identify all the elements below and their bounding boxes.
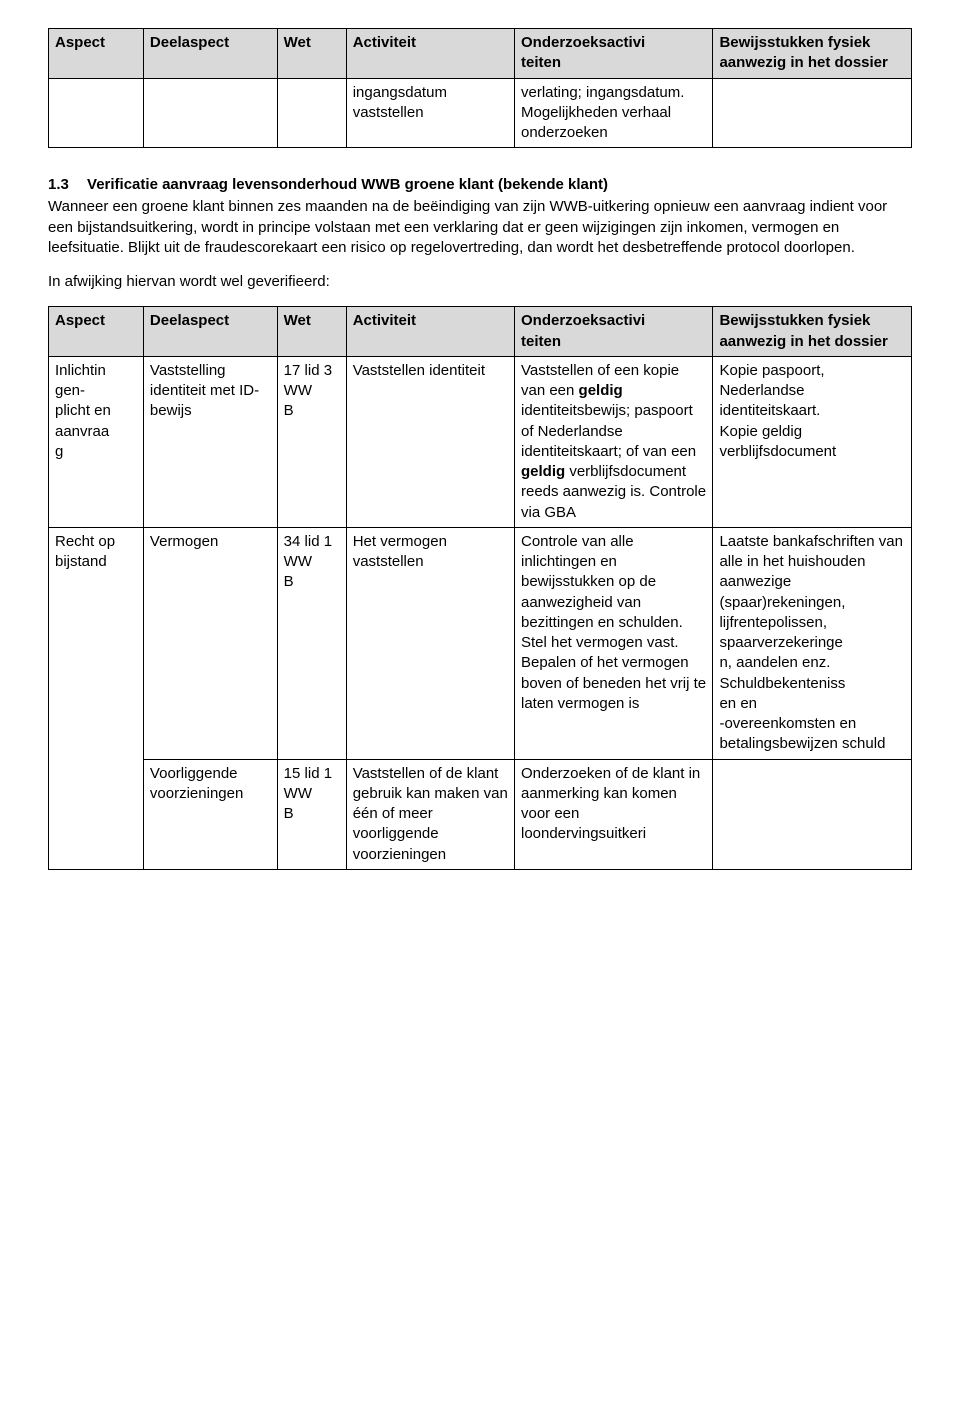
cell-act: Vaststellen identiteit (346, 356, 514, 527)
cell-wet (277, 78, 346, 148)
cell-bew: Laatste bankafschriften van alle in het … (713, 527, 912, 759)
col-bewijs: Bewijsstukken fysiek aanwezig in het dos… (713, 307, 912, 357)
table-header-row: Aspect Deelaspect Wet Activiteit Onderzo… (49, 29, 912, 79)
section-number: 1.3 (48, 176, 69, 193)
col-bewijs: Bewijsstukken fysiek aanwezig in het dos… (713, 29, 912, 79)
section-subtext: In afwijking hiervan wordt wel geverifie… (48, 272, 912, 292)
cell-bew: Kopie paspoort, Nederlandse identiteitsk… (713, 356, 912, 527)
col-deelaspect: Deelaspect (143, 307, 277, 357)
col-wet: Wet (277, 307, 346, 357)
table-continuation: Aspect Deelaspect Wet Activiteit Onderzo… (48, 28, 912, 148)
cell-ond: verlating; ingangsdatum. Mogelijkheden v… (514, 78, 712, 148)
cell-act: Vaststellen of de klant gebruik kan make… (346, 759, 514, 869)
cell-deel: Vermogen (143, 527, 277, 759)
cell-ond: Vaststellen of een kopie van een geldig … (514, 356, 712, 527)
cell-bew (713, 759, 912, 869)
cell-act: ingangsdatum vaststellen (346, 78, 514, 148)
cell-aspect: Inlichtin gen- plicht en aanvraa g (49, 356, 144, 527)
table-row: Inlichtin gen- plicht en aanvraa gVastst… (49, 356, 912, 527)
col-activiteit: Activiteit (346, 29, 514, 79)
cell-wet: 34 lid 1 WW B (277, 527, 346, 759)
cell-ond: Onderzoeken of de klant in aanmerking ka… (514, 759, 712, 869)
cell-aspect: Recht op bijstand (49, 527, 144, 869)
col-aspect: Aspect (49, 307, 144, 357)
cell-wet: 15 lid 1 WW B (277, 759, 346, 869)
col-wet: Wet (277, 29, 346, 79)
table-row: Voorliggende voorzieningen15 lid 1 WW BV… (49, 759, 912, 869)
table-verificatie: Aspect Deelaspect Wet Activiteit Onderzo… (48, 306, 912, 870)
cell-bew (713, 78, 912, 148)
cell-aspect (49, 78, 144, 148)
col-aspect: Aspect (49, 29, 144, 79)
cell-deel (143, 78, 277, 148)
section-heading: 1.3 Verificatie aanvraag levensonderhoud… (48, 176, 912, 193)
section-paragraph: Wanneer een groene klant binnen zes maan… (48, 197, 912, 258)
table-header-row: Aspect Deelaspect Wet Activiteit Onderzo… (49, 307, 912, 357)
section-title: Verificatie aanvraag levensonderhoud WWB… (87, 176, 608, 193)
cell-wet: 17 lid 3 WW B (277, 356, 346, 527)
cell-deel: Voorliggende voorzieningen (143, 759, 277, 869)
cell-act: Het vermogen vaststellen (346, 527, 514, 759)
table-row: Recht op bijstandVermogen34 lid 1 WW BHe… (49, 527, 912, 759)
cell-deel: Vaststelling identiteit met ID-bewijs (143, 356, 277, 527)
cell-ond: Controle van alle inlichtingen en bewijs… (514, 527, 712, 759)
col-activiteit: Activiteit (346, 307, 514, 357)
col-onderzoek: Onderzoeksactivi teiten (514, 29, 712, 79)
table-row: ingangsdatum vaststellen verlating; inga… (49, 78, 912, 148)
col-deelaspect: Deelaspect (143, 29, 277, 79)
col-onderzoek: Onderzoeksactivi teiten (514, 307, 712, 357)
